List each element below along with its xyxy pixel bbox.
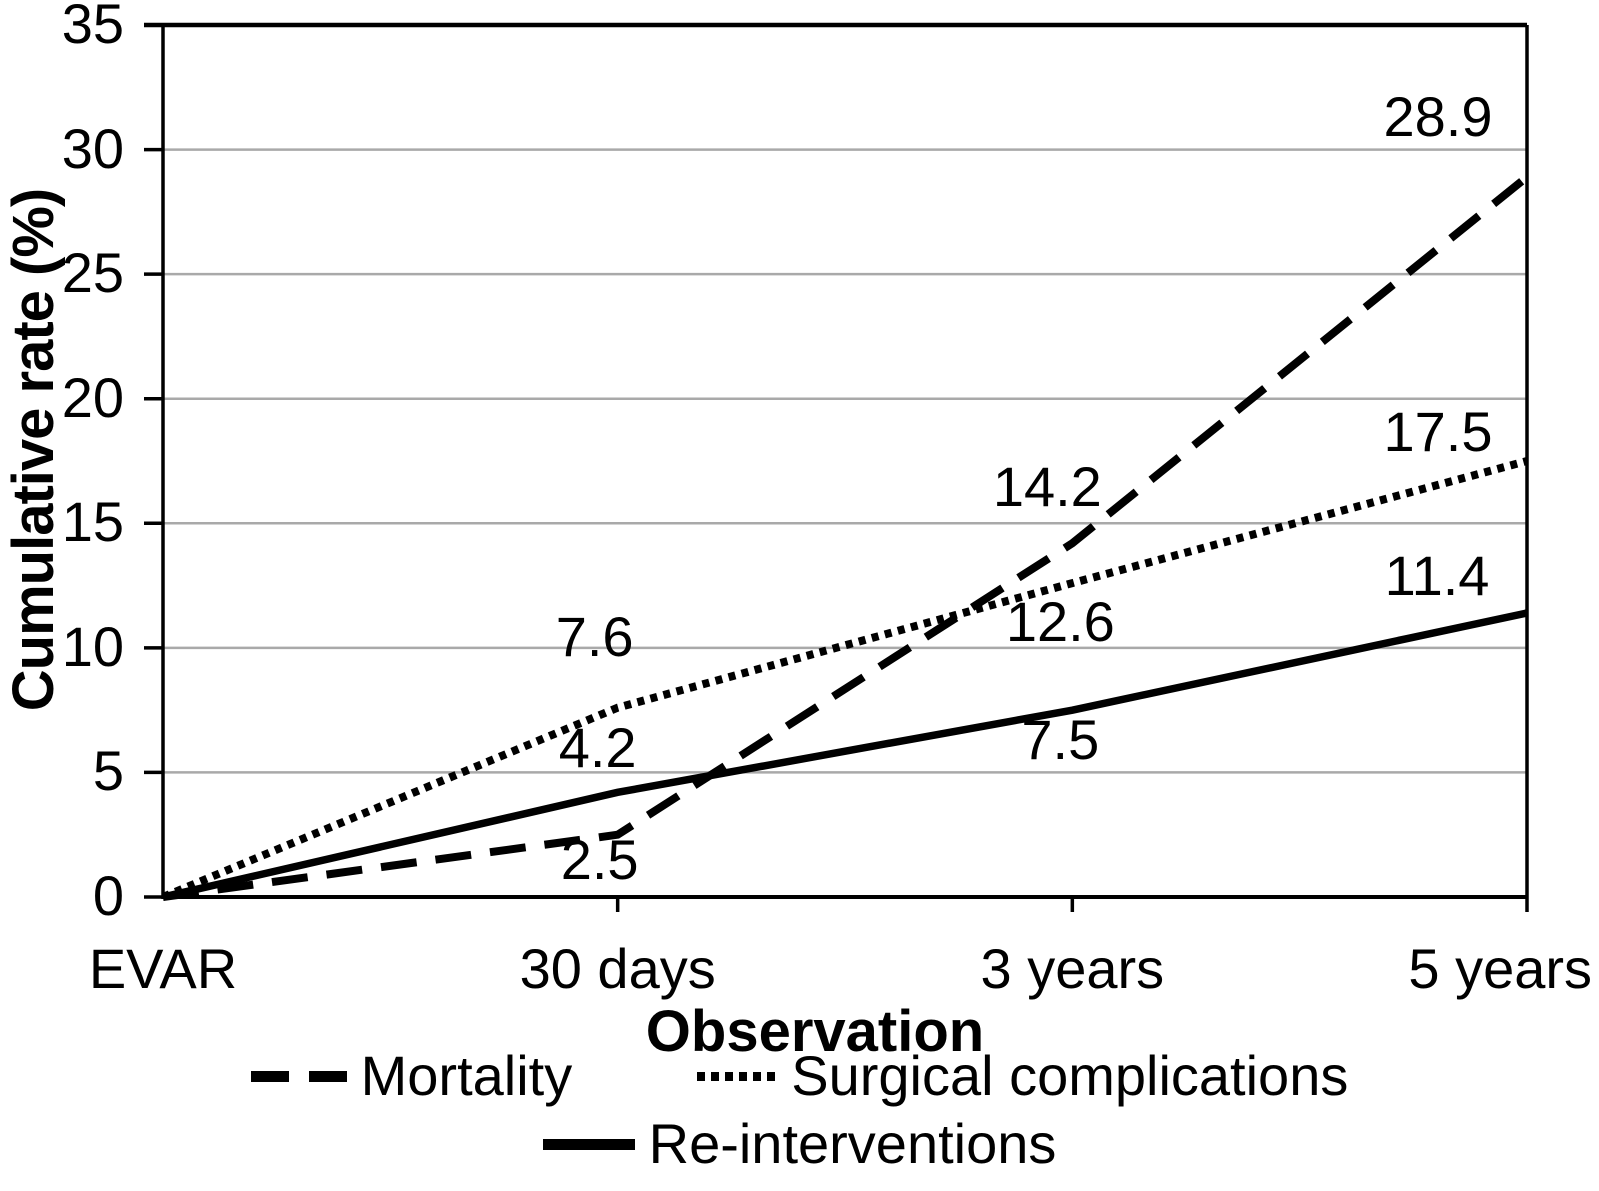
- x-category-label-0: EVAR: [88, 937, 238, 1000]
- legend-label-re-interventions: Re-interventions: [648, 1112, 1057, 1175]
- series-line-mortality: [162, 173, 1530, 901]
- point-label-mortality-1: 2.5: [560, 827, 639, 891]
- y-tick-label-20: 20: [61, 365, 124, 429]
- point-label-re-interventions-1: 4.2: [558, 716, 637, 780]
- legend-swatch-solid-line-icon: [542, 1138, 635, 1150]
- y-tick-label-30: 30: [61, 116, 124, 180]
- x-axis-title: Observation: [645, 999, 985, 1064]
- point-label-re-interventions-2: 7.5: [1021, 708, 1100, 772]
- legend-row-2: Re-interventions: [0, 1116, 1599, 1172]
- series-line-surgical-complications: [161, 457, 1529, 901]
- y-tick-label-35: 35: [61, 0, 124, 55]
- x-category-label-2: 3 years: [980, 937, 1165, 1000]
- legend-swatch-dashed-line-icon: [250, 1070, 347, 1082]
- legend-swatch-dotted-line-icon: [697, 1071, 778, 1081]
- y-tick-label-0: 0: [92, 863, 124, 927]
- y-tick-label-10: 10: [61, 614, 124, 678]
- legend-label-mortality: Mortality: [360, 1044, 573, 1107]
- point-label-surgical-complications-3: 17.5: [1383, 400, 1493, 463]
- x-category-label-3: 5 years: [1408, 937, 1592, 1000]
- point-label-surgical-complications-2: 12.6: [1005, 590, 1115, 654]
- y-tick-label-25: 25: [61, 241, 124, 305]
- legend-item-dotted: Surgical complications: [697, 1048, 1348, 1104]
- point-label-surgical-complications-1: 7.6: [555, 604, 634, 668]
- series-line-re-interventions: [162, 609, 1528, 901]
- y-tick-label-15: 15: [61, 490, 124, 554]
- legend-item-solid: Re-interventions: [542, 1112, 1057, 1175]
- legend-row-1: Mortality Surgical complications: [0, 1048, 1599, 1104]
- point-label-re-interventions-3: 11.4: [1384, 543, 1490, 607]
- legend-label-surgical-complications: Surgical complications: [791, 1044, 1349, 1107]
- point-label-mortality-2: 14.2: [992, 455, 1102, 519]
- x-category-label-1: 30 days: [519, 937, 716, 1000]
- point-label-mortality-3: 28.9: [1383, 84, 1493, 148]
- y-tick-label-5: 5: [92, 739, 124, 803]
- legend-item-dashed: Mortality: [250, 1044, 573, 1107]
